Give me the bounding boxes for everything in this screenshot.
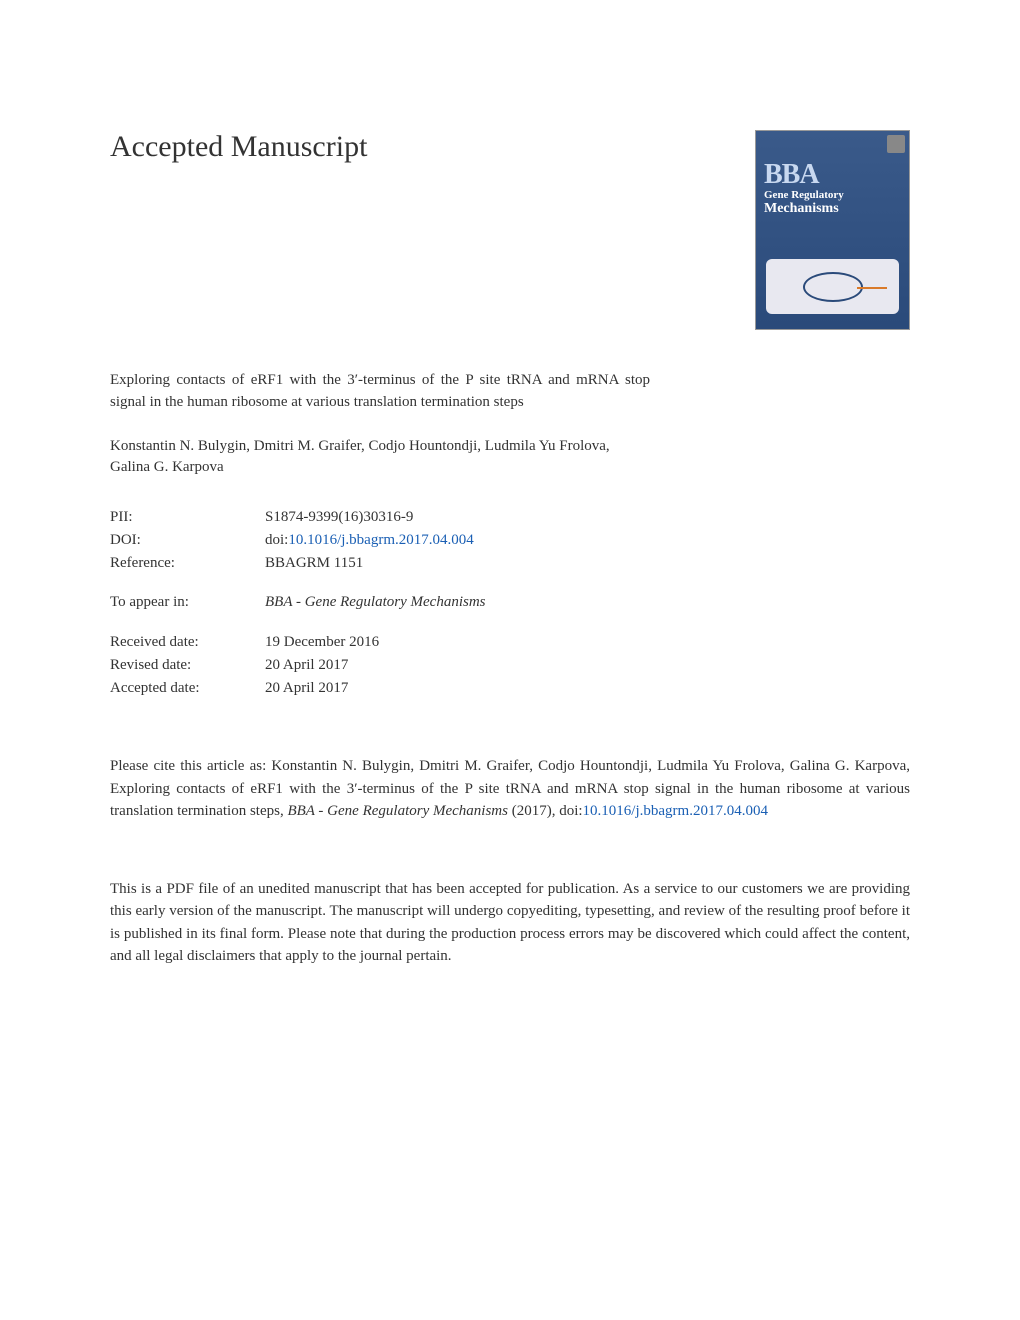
cover-diagram-oval	[803, 272, 863, 302]
cover-diagram-arrow	[857, 287, 887, 289]
citation-block: Please cite this article as: Konstantin …	[110, 755, 910, 823]
pii-row: PII: S1874-9399(16)30316-9	[110, 506, 910, 529]
revised-label: Revised date:	[110, 654, 265, 677]
appear-label: To appear in:	[110, 591, 265, 614]
appear-row: To appear in: BBA - Gene Regulatory Mech…	[110, 591, 910, 614]
received-label: Received date:	[110, 631, 265, 654]
reference-label: Reference:	[110, 552, 265, 575]
header-row: Accepted Manuscript BBA Gene Regulatory …	[110, 130, 910, 330]
accepted-value: 20 April 2017	[265, 677, 348, 700]
revised-value: 20 April 2017	[265, 654, 348, 677]
doi-link[interactable]: 10.1016/j.bbagrm.2017.04.004	[288, 532, 473, 548]
reference-row: Reference: BBAGRM 1151	[110, 552, 910, 575]
cover-subtitle-1: Gene Regulatory	[764, 189, 901, 201]
reference-value: BBAGRM 1151	[265, 552, 363, 575]
pii-value: S1874-9399(16)30316-9	[265, 506, 413, 529]
dates-table: Received date: 19 December 2016 Revised …	[110, 631, 910, 701]
pii-label: PII:	[110, 506, 265, 529]
accepted-row: Accepted date: 20 April 2017	[110, 677, 910, 700]
citation-journal: BBA - Gene Regulatory Mechanisms	[287, 803, 508, 819]
appear-table: To appear in: BBA - Gene Regulatory Mech…	[110, 591, 910, 614]
citation-year: (2017), doi:	[508, 803, 583, 819]
citation-doi-link[interactable]: 10.1016/j.bbagrm.2017.04.004	[583, 803, 768, 819]
doi-row: DOI: doi:10.1016/j.bbagrm.2017.04.004	[110, 529, 910, 552]
journal-cover-thumbnail: BBA Gene Regulatory Mechanisms	[755, 130, 910, 330]
cover-bba-text: BBA	[764, 159, 901, 191]
article-title: Exploring contacts of eRF1 with the 3′-t…	[110, 370, 650, 414]
revised-row: Revised date: 20 April 2017	[110, 654, 910, 677]
cover-subtitle-2: Mechanisms	[764, 201, 901, 217]
metadata-table: PII: S1874-9399(16)30316-9 DOI: doi:10.1…	[110, 506, 910, 576]
accepted-label: Accepted date:	[110, 677, 265, 700]
accepted-manuscript-heading: Accepted Manuscript	[110, 130, 367, 164]
received-value: 19 December 2016	[265, 631, 379, 654]
doi-label: DOI:	[110, 529, 265, 552]
authors-list: Konstantin N. Bulygin, Dmitri M. Graifer…	[110, 436, 650, 478]
doi-value: doi:10.1016/j.bbagrm.2017.04.004	[265, 529, 474, 552]
doi-prefix: doi:	[265, 532, 288, 548]
appear-value: BBA - Gene Regulatory Mechanisms	[265, 591, 486, 614]
disclaimer-text: This is a PDF file of an unedited manusc…	[110, 878, 910, 968]
publisher-logo-icon	[887, 135, 905, 153]
cover-diagram-icon	[766, 259, 899, 314]
received-row: Received date: 19 December 2016	[110, 631, 910, 654]
